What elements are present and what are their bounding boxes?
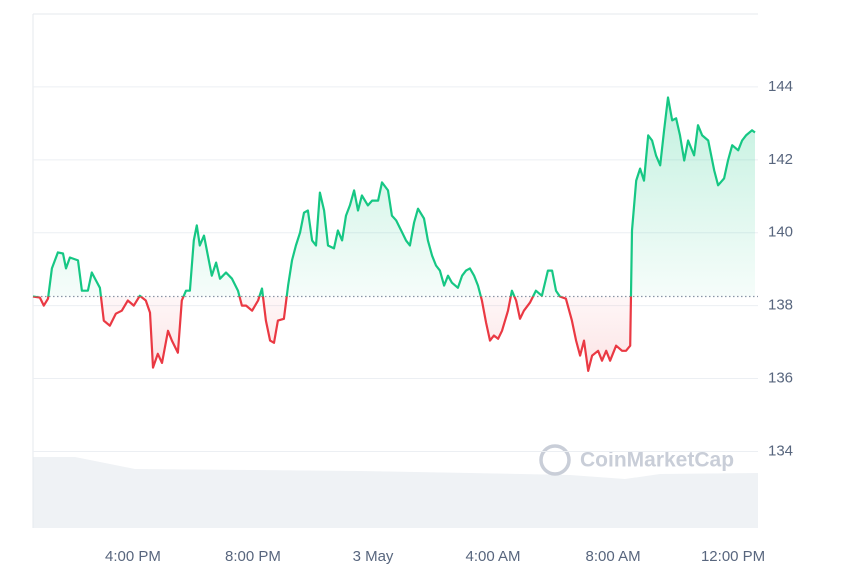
x-tick-label: 8:00 PM [225, 548, 281, 565]
watermark: CoinMarketCap [539, 444, 734, 476]
watermark-text: CoinMarketCap [580, 449, 734, 472]
x-tick-label: 3 May [353, 548, 394, 565]
watermark-logo [539, 444, 571, 476]
y-tick-label: 136 [768, 370, 793, 387]
x-tick-label: 4:00 AM [466, 548, 521, 565]
y-tick-label: 144 [768, 78, 793, 95]
y-tick-label: 142 [768, 151, 793, 168]
volume-area [33, 457, 758, 528]
area [33, 97, 755, 371]
x-tick-label: 8:00 AM [586, 548, 641, 565]
y-tick-label: 138 [768, 297, 793, 314]
x-tick-label: 12:00 PM [701, 548, 765, 565]
y-tick-label: 140 [768, 224, 793, 241]
y-tick-label: 134 [768, 442, 793, 459]
price-line [32, 96, 756, 372]
x-tick-label: 4:00 PM [105, 548, 161, 565]
